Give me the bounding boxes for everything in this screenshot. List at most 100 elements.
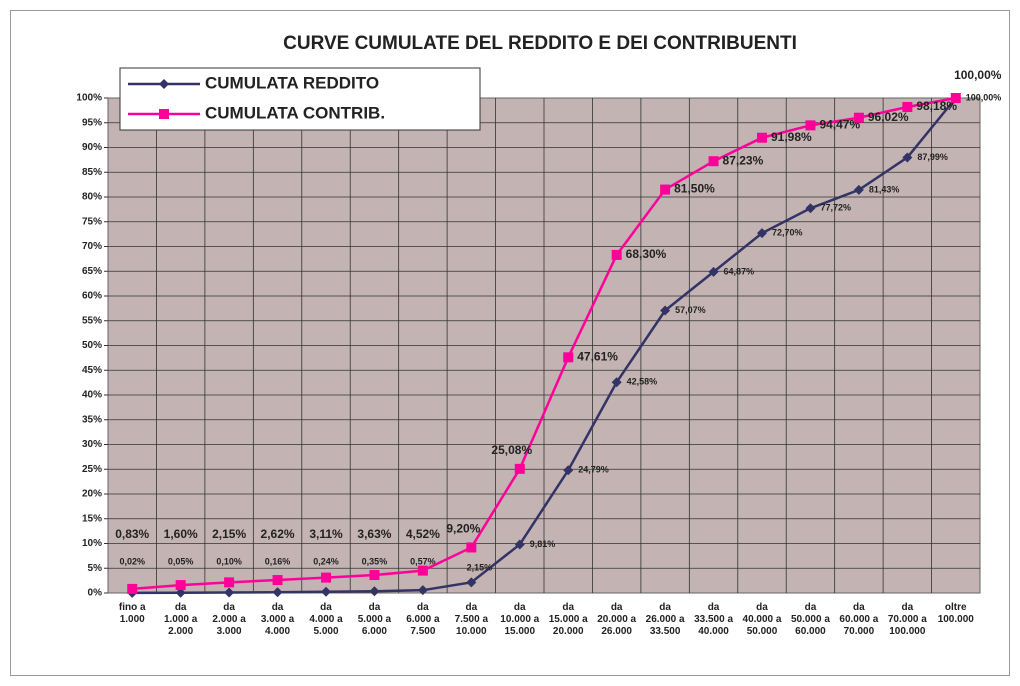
y-tick-label: 55% [82, 315, 102, 326]
y-tick-label: 50% [82, 340, 102, 351]
point [660, 184, 671, 195]
point [805, 203, 816, 214]
point [272, 575, 283, 586]
point [224, 577, 235, 588]
point [466, 542, 477, 553]
point [466, 577, 477, 588]
point [708, 266, 719, 277]
x-tick-label: da 40.000 a 50.000 [742, 602, 782, 637]
data-label: 2,15% [467, 563, 493, 573]
x-tick-label: da 50.000 a 60.000 [790, 602, 830, 637]
y-tick-label: 0% [88, 588, 103, 599]
series-line [132, 96, 957, 591]
y-tick-label: 45% [82, 365, 102, 376]
data-label: 0,02% [119, 556, 145, 566]
data-label: 9,81% [530, 539, 556, 549]
x-tick-label: da 7.500 a 10.000 [454, 602, 489, 637]
x-tick-label: da 3.000 a 4.000 [260, 602, 295, 637]
data-label: 25,08% [491, 443, 532, 457]
data-label: 0,57% [410, 556, 436, 566]
x-tick-label: da 1.000 a 2.000 [163, 602, 198, 637]
data-label: 98,18% [916, 99, 957, 113]
data-label: 72,70% [772, 228, 803, 238]
x-tick-label: da 15.000 a 20.000 [548, 602, 588, 637]
data-label: 96,02% [868, 110, 909, 124]
point [159, 79, 169, 89]
point [321, 586, 331, 597]
data-label: 64,87% [724, 266, 755, 276]
point [708, 156, 719, 167]
chart-title: CURVE CUMULATE DEL REDDITO E DEI CONTRIB… [283, 33, 797, 54]
data-label: 2,15% [212, 527, 246, 541]
y-tick-label: 40% [82, 390, 102, 401]
data-label: 42,58% [627, 377, 658, 387]
y-tick-label: 100% [76, 93, 102, 104]
data-label: 100,00% [954, 68, 1002, 82]
y-tick-label: 35% [82, 414, 102, 425]
legend-label: CUMULATA CONTRIB. [205, 103, 385, 122]
point [272, 587, 283, 598]
y-tick-label: 90% [82, 142, 102, 153]
point [950, 93, 961, 103]
y-tick-label: 30% [82, 439, 102, 450]
legend-label: CUMULATA REDDITO [205, 73, 379, 92]
data-label: 0,05% [168, 556, 194, 566]
x-tick-label: da 10.000 a 15.000 [500, 602, 540, 637]
series-line [132, 97, 957, 595]
y-tick-label: 80% [82, 192, 102, 203]
point [757, 228, 767, 239]
point [563, 352, 574, 363]
y-tick-label: 25% [82, 464, 102, 475]
data-label: 24,79% [578, 465, 609, 475]
point [611, 377, 622, 388]
point [757, 132, 767, 143]
point [175, 580, 186, 591]
y-tick-label: 65% [82, 266, 102, 277]
point [660, 305, 671, 316]
point [514, 539, 525, 550]
point [853, 184, 864, 195]
x-tick-label: da 26.000 a 33.500 [645, 602, 685, 637]
x-tick-label: da 60.000 a 70.000 [839, 602, 879, 637]
data-label: 81,50% [674, 182, 715, 196]
data-label: 94,47% [819, 118, 860, 132]
data-label: 1,60% [164, 527, 198, 541]
x-tick-label: da 33.500 a 40.000 [694, 602, 734, 637]
point [902, 152, 913, 163]
point [417, 565, 428, 576]
x-tick-label: da 2.000 a 3.000 [212, 602, 246, 637]
x-tick-label: da 20.000 a 26.000 [597, 602, 637, 637]
data-label: 91,98% [771, 130, 812, 144]
data-label: 81,43% [869, 184, 900, 194]
x-tick-label: da 70.000 a 100.000 [887, 602, 927, 637]
x-tick-label: da 5.000 a 6.000 [357, 602, 392, 637]
y-tick-label: 70% [82, 241, 102, 252]
y-tick-label: 20% [82, 489, 102, 500]
y-tick-label: 95% [82, 117, 102, 128]
legend-box [119, 67, 481, 131]
x-tick-label: da 6.000 a 7.500 [406, 602, 440, 637]
y-tick-label: 75% [82, 216, 102, 227]
data-label: 0,83% [115, 527, 149, 541]
point [159, 109, 169, 119]
data-label: 77,72% [820, 203, 851, 213]
data-label: 0,24% [313, 556, 339, 566]
data-label: 87,99% [917, 152, 948, 162]
point [369, 586, 380, 597]
point [853, 112, 864, 123]
x-tick-label: da 4.000 a 5.000 [309, 602, 343, 637]
y-tick-label: 5% [88, 563, 103, 574]
point [611, 249, 622, 260]
data-label: 3,63% [357, 527, 391, 541]
data-label: 4,52% [406, 527, 440, 541]
data-label: 68,30% [626, 247, 667, 261]
data-label: 47,61% [577, 350, 618, 364]
point [805, 120, 816, 131]
point [563, 465, 574, 476]
data-label: 2,62% [261, 527, 295, 541]
y-tick-label: 15% [82, 513, 102, 524]
point [224, 587, 235, 598]
point [902, 102, 913, 113]
